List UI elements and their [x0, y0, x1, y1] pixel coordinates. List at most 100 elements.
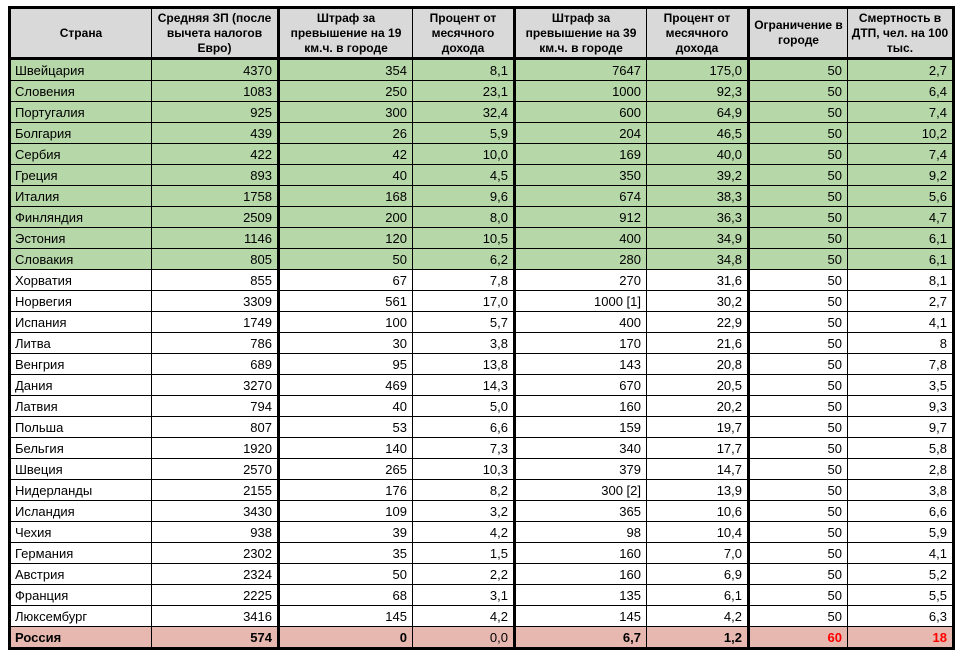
value-cell: 600 [513, 101, 647, 123]
value-cell: 50 [747, 458, 848, 480]
value-cell: 22,9 [646, 311, 749, 333]
value-cell: 23,1 [412, 80, 515, 102]
value-cell: 50 [747, 311, 848, 333]
value-cell: 5,8 [847, 437, 954, 459]
value-cell: 160 [513, 542, 647, 564]
value-cell: 689 [151, 353, 279, 375]
value-cell: 2225 [151, 584, 279, 606]
value-cell: 26 [277, 122, 413, 144]
country-cell: Норвегия [9, 290, 152, 312]
table-row: Италия 1758 168 9,6 674 38,3 50 5,6 [9, 185, 954, 207]
value-cell: 36,3 [646, 206, 749, 228]
value-cell: 7,3 [412, 437, 515, 459]
value-cell: 1083 [151, 80, 279, 102]
value-cell: 6,4 [847, 80, 954, 102]
value-cell: 39,2 [646, 164, 749, 186]
value-cell: 7,8 [847, 353, 954, 375]
value-cell: 50 [277, 563, 413, 585]
country-cell: Финляндия [9, 206, 152, 228]
value-cell: 50 [747, 164, 848, 186]
value-cell: 109 [277, 500, 413, 522]
value-cell: 7647 [513, 58, 647, 81]
table-row: Хорватия 855 67 7,8 270 31,6 50 8,1 [9, 269, 954, 291]
value-cell: 20,5 [646, 374, 749, 396]
value-cell: 17,0 [412, 290, 515, 312]
country-cell: Чехия [9, 521, 152, 543]
column-header-5: Процент от месячного дохода [646, 7, 749, 60]
value-cell: 20,2 [646, 395, 749, 417]
value-cell: 8,1 [847, 269, 954, 291]
value-cell: 50 [747, 542, 848, 564]
value-cell: 7,8 [412, 269, 515, 291]
table-row: Венгрия 689 95 13,8 143 20,8 50 7,8 [9, 353, 954, 375]
value-cell: 4,2 [412, 605, 515, 627]
value-cell: 300 [2] [513, 479, 647, 501]
value-cell: 160 [513, 395, 647, 417]
value-cell: 7,0 [646, 542, 749, 564]
value-cell: 5,5 [847, 584, 954, 606]
value-cell: 95 [277, 353, 413, 375]
table-row: Россия 574 0 0,0 6,7 1,2 60 18 [9, 626, 954, 649]
value-cell: 46,5 [646, 122, 749, 144]
value-cell: 50 [747, 605, 848, 627]
table-row: Польша 807 53 6,6 159 19,7 50 9,7 [9, 416, 954, 438]
value-cell: 34,8 [646, 248, 749, 270]
value-cell: 2,7 [847, 290, 954, 312]
value-cell: 60 [747, 626, 848, 649]
value-cell: 40,0 [646, 143, 749, 165]
value-cell: 400 [513, 227, 647, 249]
column-header-0: Страна [9, 7, 152, 60]
country-cell: Эстония [9, 227, 152, 249]
value-cell: 8 [847, 332, 954, 354]
value-cell: 50 [747, 500, 848, 522]
value-cell: 1920 [151, 437, 279, 459]
column-header-6: Ограничение в городе [747, 7, 848, 60]
value-cell: 2302 [151, 542, 279, 564]
column-header-4: Штраф за превышение на 39 км.ч. в городе [513, 7, 647, 60]
value-cell: 400 [513, 311, 647, 333]
value-cell: 50 [747, 437, 848, 459]
value-cell: 6,2 [412, 248, 515, 270]
table-row: Чехия 938 39 4,2 98 10,4 50 5,9 [9, 521, 954, 543]
table-row: Люксембург 3416 145 4,2 145 4,2 50 6,3 [9, 605, 954, 627]
value-cell: 4,2 [646, 605, 749, 627]
value-cell: 10,5 [412, 227, 515, 249]
table-row: Португалия 925 300 32,4 600 64,9 50 7,4 [9, 101, 954, 123]
table-row: Словакия 805 50 6,2 280 34,8 50 6,1 [9, 248, 954, 270]
value-cell: 50 [747, 80, 848, 102]
value-cell: 50 [747, 479, 848, 501]
value-cell: 4,1 [847, 542, 954, 564]
value-cell: 5,7 [412, 311, 515, 333]
column-header-3: Процент от месячного дохода [412, 7, 515, 60]
value-cell: 2,2 [412, 563, 515, 585]
table-row: Австрия 2324 50 2,2 160 6,9 50 5,2 [9, 563, 954, 585]
value-cell: 5,6 [847, 185, 954, 207]
value-cell: 14,3 [412, 374, 515, 396]
value-cell: 6,6 [847, 500, 954, 522]
value-cell: 38,3 [646, 185, 749, 207]
value-cell: 92,3 [646, 80, 749, 102]
value-cell: 10,6 [646, 500, 749, 522]
value-cell: 175,0 [646, 58, 749, 81]
value-cell: 365 [513, 500, 647, 522]
value-cell: 893 [151, 164, 279, 186]
country-cell: Словакия [9, 248, 152, 270]
value-cell: 300 [277, 101, 413, 123]
value-cell: 6,1 [646, 584, 749, 606]
country-cell: Исландия [9, 500, 152, 522]
value-cell: 2,7 [847, 58, 954, 81]
value-cell: 422 [151, 143, 279, 165]
value-cell: 169 [513, 143, 647, 165]
value-cell: 3,5 [847, 374, 954, 396]
value-cell: 18 [847, 626, 954, 649]
value-cell: 168 [277, 185, 413, 207]
value-cell: 379 [513, 458, 647, 480]
value-cell: 925 [151, 101, 279, 123]
value-cell: 8,2 [412, 479, 515, 501]
value-cell: 17,7 [646, 437, 749, 459]
value-cell: 439 [151, 122, 279, 144]
value-cell: 8,1 [412, 58, 515, 81]
country-cell: Словения [9, 80, 152, 102]
table-row: Норвегия 3309 561 17,0 1000 [1] 30,2 50 2,7 [9, 290, 954, 312]
